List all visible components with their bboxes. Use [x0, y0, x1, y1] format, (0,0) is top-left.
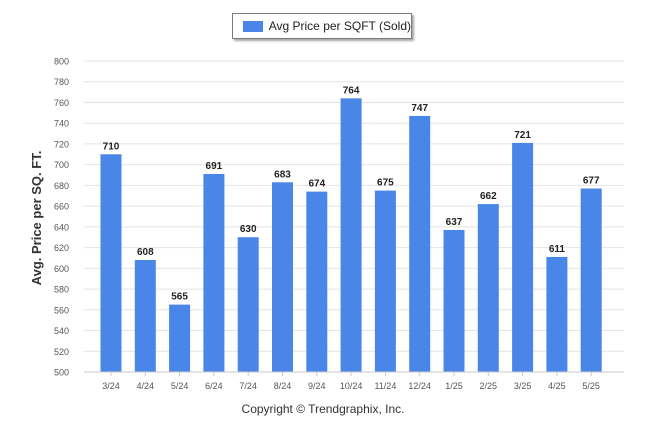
y-tick-label: 700 — [54, 160, 69, 170]
bar — [546, 257, 567, 372]
data-label: 747 — [411, 103, 428, 114]
data-label: 721 — [514, 130, 531, 141]
bar — [203, 174, 224, 372]
x-tick-label: 10/24 — [340, 381, 363, 391]
data-label: 710 — [103, 141, 120, 152]
y-tick-label: 540 — [54, 326, 69, 336]
bar — [272, 182, 293, 372]
legend-label: Avg Price per SQFT (Sold) — [269, 19, 411, 33]
x-tick-label: 2/25 — [480, 381, 498, 391]
bar — [581, 189, 602, 372]
y-tick-label: 500 — [54, 368, 69, 378]
data-label: 677 — [583, 176, 600, 187]
bar — [409, 116, 430, 372]
y-tick-label: 580 — [54, 285, 69, 295]
y-tick-label: 560 — [54, 305, 69, 315]
x-tick-label: 5/24 — [171, 381, 189, 391]
bar — [444, 230, 465, 372]
x-tick-label: 4/25 — [548, 381, 566, 391]
y-tick-label: 660 — [54, 202, 69, 212]
y-tick-label: 680 — [54, 181, 69, 191]
bar — [169, 305, 190, 372]
y-tick-label: 740 — [54, 119, 69, 129]
data-label: 637 — [446, 217, 463, 228]
bar — [306, 192, 327, 372]
y-tick-label: 640 — [54, 222, 69, 232]
data-label: 630 — [240, 224, 257, 235]
data-label: 691 — [206, 161, 223, 172]
x-tick-label: 4/24 — [137, 381, 155, 391]
bar — [101, 154, 122, 372]
data-label: 764 — [343, 85, 360, 96]
x-tick-label: 1/25 — [445, 381, 463, 391]
x-tick-label: 3/25 — [514, 381, 532, 391]
y-axis-ticks: 500 520 540 560 580 600 620 640 660 680 700 720 740 7… — [54, 57, 69, 378]
data-label: 683 — [274, 169, 291, 180]
bar — [375, 191, 396, 372]
bar — [135, 260, 156, 372]
legend[interactable]: Avg Price per SQFT (Sold) — [232, 13, 412, 39]
y-axis-title: Avg. Price per SQ. FT. — [29, 151, 44, 286]
x-tick-label: 8/24 — [274, 381, 292, 391]
bar — [341, 98, 362, 372]
bar — [238, 237, 259, 372]
data-label: 662 — [480, 191, 497, 202]
legend-swatch — [243, 21, 263, 32]
y-tick-label: 600 — [54, 264, 69, 274]
x-tick-label: 6/24 — [205, 381, 223, 391]
data-label: 608 — [137, 247, 154, 258]
y-tick-label: 800 — [54, 57, 69, 67]
bar-chart: 500 520 540 560 580 600 620 640 660 680 700 720 740 7… — [0, 0, 646, 434]
y-tick-label: 760 — [54, 98, 69, 108]
x-tick-label: 12/24 — [408, 381, 431, 391]
y-tick-label: 780 — [54, 77, 69, 87]
copyright-text: Copyright © Trendgraphix, Inc. — [0, 402, 646, 416]
bar — [512, 143, 533, 372]
y-tick-label: 620 — [54, 243, 69, 253]
data-label: 674 — [308, 179, 325, 190]
x-axis-ticks: 3/24 4/24 5/24 6/24 7/24 8/24 9/24 10/24 11/24 12… — [102, 372, 600, 391]
bar — [478, 204, 499, 372]
data-label: 675 — [377, 178, 394, 189]
x-tick-label: 3/24 — [102, 381, 120, 391]
data-label: 565 — [171, 292, 188, 303]
y-tick-label: 520 — [54, 347, 69, 357]
x-tick-label: 9/24 — [308, 381, 326, 391]
x-tick-label: 7/24 — [239, 381, 257, 391]
data-label: 611 — [549, 244, 566, 255]
x-tick-label: 5/25 — [582, 381, 600, 391]
x-tick-label: 11/24 — [374, 381, 396, 391]
y-tick-label: 720 — [54, 139, 69, 149]
